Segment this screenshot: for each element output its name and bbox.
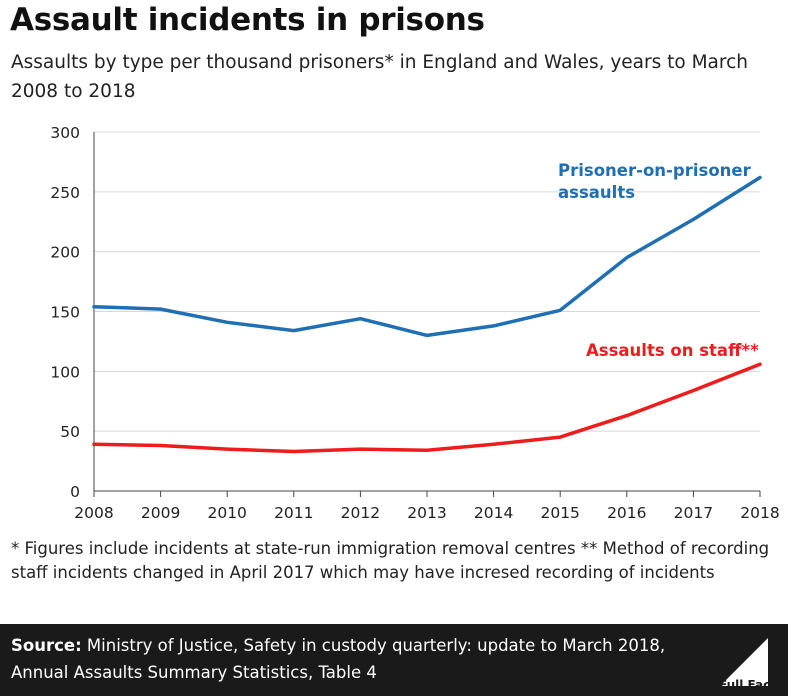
x-tick-label-2013: 2013 (407, 504, 446, 522)
full-fact-logo-icon (720, 638, 768, 686)
series-label-0-line-0: Prisoner-on-prisoner (558, 161, 752, 180)
source-text: Source: Ministry of Justice, Safety in c… (11, 632, 711, 686)
chart-title: Assault incidents in prisons (10, 2, 485, 38)
y-tick-label-200: 200 (50, 244, 80, 262)
y-tick-label-250: 250 (50, 184, 80, 202)
x-tick-label-2008: 2008 (74, 504, 113, 522)
series-line-prisoner-on-prisoner (92, 175, 762, 338)
x-tick-label-2017: 2017 (674, 504, 713, 522)
y-tick-label-0: 0 (70, 483, 80, 501)
x-tick-label-2018: 2018 (740, 504, 779, 522)
x-tick-label-2009: 2009 (141, 504, 180, 522)
x-tick-label-2012: 2012 (341, 504, 380, 522)
y-tick-label-300: 300 (50, 124, 80, 142)
footnote: * Figures include incidents at state-run… (11, 539, 770, 582)
x-tick-label-2015: 2015 (540, 504, 579, 522)
x-tick-label-2016: 2016 (607, 504, 646, 522)
series-line-assaults-on-staff (92, 362, 762, 454)
source-label: Source: (11, 636, 82, 655)
chart-subtitle: Assaults by type per thousand prisoners*… (11, 52, 748, 102)
source-citation: Ministry of Justice, Safety in custody q… (11, 636, 666, 682)
source-bar: Source: Ministry of Justice, Safety in c… (0, 624, 788, 696)
y-tick-label-50: 50 (60, 423, 80, 441)
line-chart: 0 50 100 150 200 250 300 2008 2009 2010 2011 2012 20… (50, 124, 779, 522)
x-tick-label-2014: 2014 (474, 504, 513, 522)
y-tick-label-100: 100 (50, 363, 80, 381)
logo-text: Full Fact (719, 678, 776, 692)
series-label-0-line-1: assaults (558, 183, 635, 202)
x-tick-label-2010: 2010 (207, 504, 246, 522)
x-tick-label-2011: 2011 (274, 504, 313, 522)
series-label-1-line-0: Assaults on staff** (586, 341, 759, 360)
y-tick-label-150: 150 (50, 304, 80, 322)
